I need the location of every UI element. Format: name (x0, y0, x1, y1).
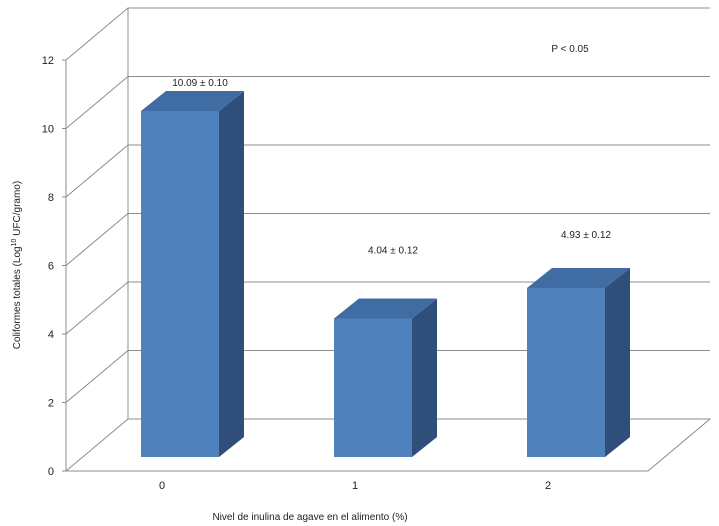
y-tick-label: 12 (42, 55, 54, 67)
bar-side (219, 91, 244, 457)
gridline (65, 350, 710, 403)
x-axis-label: Nivel de inulina de agave en el alimento… (212, 512, 407, 523)
x-tick-label: 0 (159, 480, 165, 492)
bar (141, 111, 219, 457)
data-label: 10.09 ± 0.10 (172, 78, 228, 89)
bar-top (334, 298, 437, 319)
y-axis-label: Coliformes totales (Log10 UFC/gramo) (11, 181, 23, 349)
data-label: 4.93 ± 0.12 (561, 230, 611, 241)
bar-top (141, 91, 244, 111)
y-tick-label: 6 (48, 261, 54, 273)
y-tick-label: 4 (48, 329, 54, 341)
x-tick-label: 1 (352, 480, 358, 492)
y-tick-label: 8 (48, 192, 54, 204)
gridline (65, 7, 710, 61)
y-axis-ticks: 0 2 4 6 8 10 12 (42, 55, 66, 478)
bar-top (527, 267, 630, 288)
bar (334, 318, 412, 457)
x-axis-ticks: 0 1 2 (159, 480, 551, 492)
gridline (65, 213, 710, 266)
bars (141, 91, 630, 457)
data-labels: 10.09 ± 0.10 4.04 ± 0.12 4.93 ± 0.12 (172, 78, 611, 256)
x-tick-label: 2 (545, 480, 551, 492)
y-tick-label: 2 (48, 398, 54, 410)
bar-side (605, 267, 630, 457)
y-axis-label-main: Coliformes totales (Log (12, 246, 23, 349)
y-tick-label: 0 (48, 466, 54, 478)
bar (527, 287, 605, 457)
bar-side (412, 298, 437, 457)
gridline (65, 144, 710, 198)
data-label: 4.04 ± 0.12 (368, 245, 418, 256)
y-axis-label-sup: 10 (11, 238, 18, 246)
y-tick-label: 10 (42, 124, 54, 136)
y-axis-label-rest: UFC/gramo) (12, 181, 23, 239)
significance-annotation: P < 0.05 (551, 44, 589, 55)
gridline (65, 281, 710, 335)
chart-floor (64, 418, 712, 472)
gridline (65, 76, 710, 129)
